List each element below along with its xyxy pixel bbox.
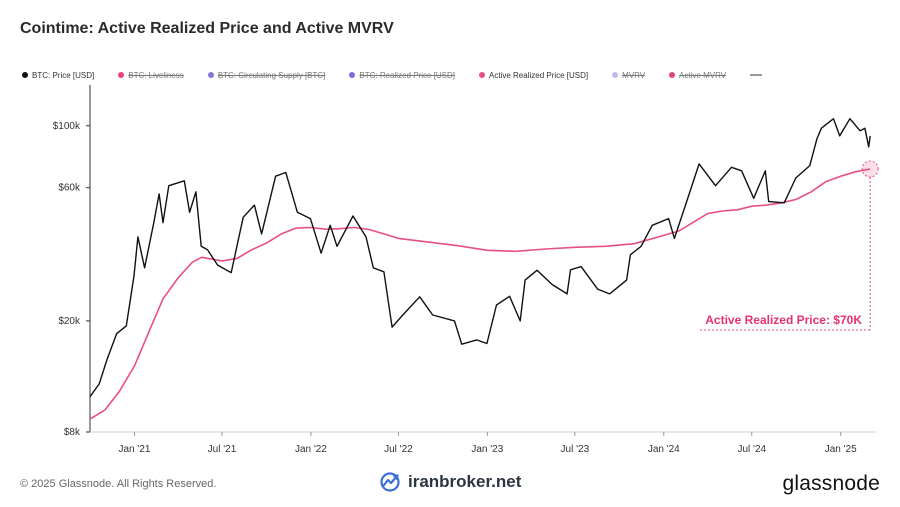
x-tick-label: Jul '24 xyxy=(737,444,766,455)
legend-item[interactable]: Active Realized Price [USD] xyxy=(479,71,588,80)
copyright-text: © 2025 Glassnode. All Rights Reserved. xyxy=(20,478,217,490)
legend-more-icon[interactable] xyxy=(750,74,763,76)
legend-item[interactable]: MVRV xyxy=(612,71,645,80)
x-tick-label: Jul '21 xyxy=(208,444,237,455)
legend-marker-icon xyxy=(669,72,676,78)
y-tick-label: $8k xyxy=(64,427,81,438)
x-tick-label: Jul '23 xyxy=(561,444,590,455)
x-tick-label: Jan '25 xyxy=(825,444,857,455)
active-realized-price-line xyxy=(89,168,871,420)
legend-marker-icon xyxy=(479,72,485,78)
legend-label: BTC: Realized Price [USD] xyxy=(359,70,455,80)
annotation-label: Active Realized Price: $70K xyxy=(705,313,862,327)
watermark: iranbroker.net xyxy=(380,472,521,492)
legend-item[interactable]: BTC: Circulating Supply [BTC] xyxy=(207,70,326,80)
highlight-marker xyxy=(861,160,879,178)
chart-legend: BTC: Price [USD] BTC: Liveliness BTC: Circ… xyxy=(22,68,786,82)
x-tick-label: Jul '22 xyxy=(384,444,413,455)
btc-price-line xyxy=(89,118,871,398)
legend-label: Active Realized Price [USD] xyxy=(489,70,589,80)
y-tick-label: $60k xyxy=(58,183,81,194)
legend-marker-icon xyxy=(612,72,619,78)
legend-item[interactable]: BTC: Price [USD] xyxy=(22,71,94,80)
legend-label: BTC: Price [USD] xyxy=(32,70,95,80)
chart-title: Cointime: Active Realized Price and Acti… xyxy=(20,20,394,37)
legend-item[interactable]: Active MVRV xyxy=(669,71,726,80)
legend-label: Active MVRV xyxy=(679,70,727,80)
trend-icon xyxy=(380,472,400,492)
x-tick-label: Jan '24 xyxy=(648,444,680,455)
watermark-text: iranbroker.net xyxy=(408,472,522,491)
legend-marker-icon xyxy=(349,72,356,78)
chart-canvas: $100k $60k $20k $8k Jan '21 Jul '21 Jan '22 Jul… xyxy=(53,85,879,455)
x-tick-label: Jan '23 xyxy=(471,444,503,455)
legend-label: BTC: Liveliness xyxy=(128,70,184,80)
y-tick-label: $100k xyxy=(53,121,81,132)
legend-marker-icon xyxy=(207,72,214,78)
y-tick-label: $20k xyxy=(58,316,81,327)
legend-label: MVRV xyxy=(622,70,646,80)
glassnode-logo: glassnode xyxy=(782,472,880,495)
legend-label: BTC: Circulating Supply [BTC] xyxy=(217,70,326,80)
legend-item[interactable]: BTC: Realized Price [USD] xyxy=(349,71,455,80)
legend-marker-icon xyxy=(118,72,125,78)
x-tick-label: Jan '22 xyxy=(295,444,327,455)
legend-item[interactable]: BTC: Liveliness xyxy=(118,71,184,80)
legend-marker-icon xyxy=(22,72,28,78)
x-tick-label: Jan '21 xyxy=(119,444,151,455)
